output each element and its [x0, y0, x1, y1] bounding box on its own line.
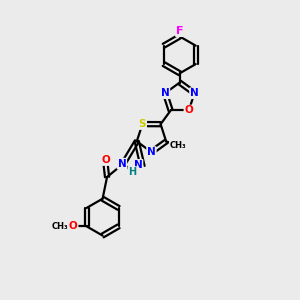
- Text: N: N: [118, 159, 126, 169]
- Text: N: N: [190, 88, 199, 98]
- Text: O: O: [101, 155, 110, 165]
- Text: N: N: [134, 160, 142, 170]
- Text: N: N: [147, 147, 156, 157]
- Text: CH₃: CH₃: [170, 141, 186, 150]
- Text: N: N: [160, 88, 169, 98]
- Text: O: O: [69, 221, 78, 231]
- Text: S: S: [139, 119, 146, 129]
- Text: H: H: [128, 167, 136, 177]
- Text: F: F: [176, 26, 184, 36]
- Text: CH₃: CH₃: [52, 222, 68, 231]
- Text: O: O: [184, 106, 193, 116]
